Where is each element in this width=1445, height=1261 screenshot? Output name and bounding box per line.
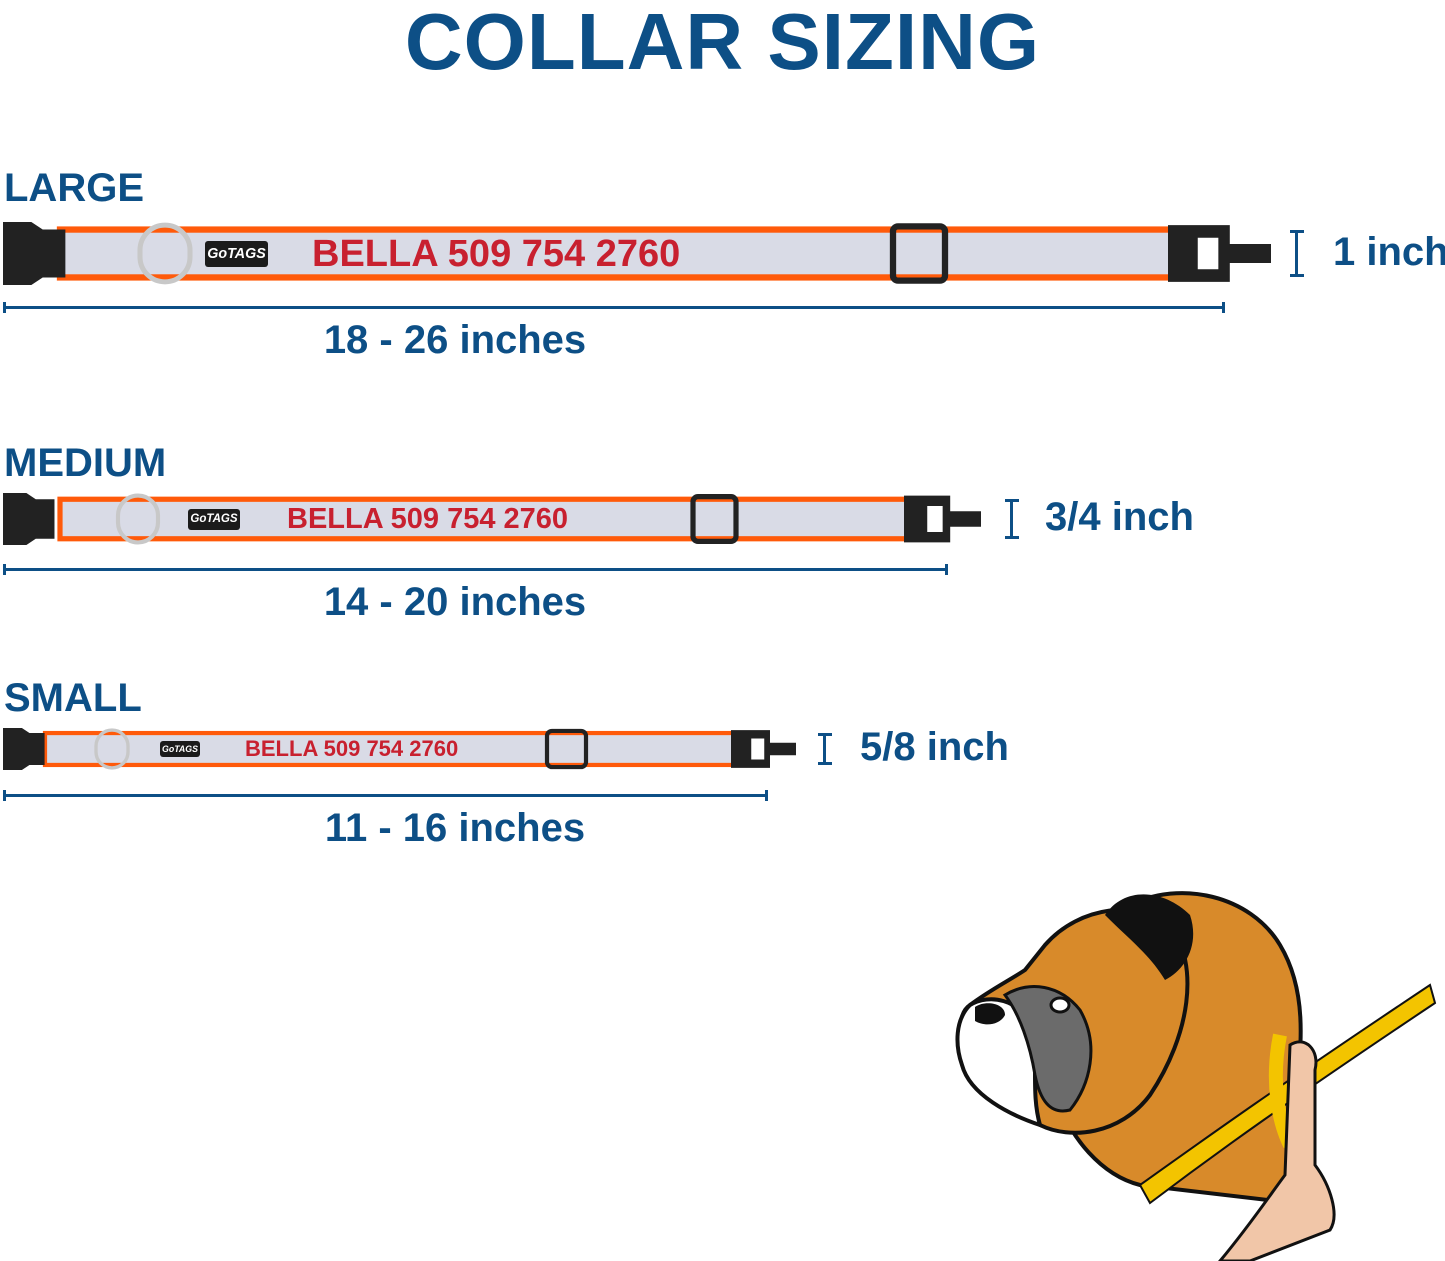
size-name: LARGE bbox=[4, 166, 144, 210]
buckle-female bbox=[2, 493, 55, 545]
slider bbox=[889, 223, 949, 284]
length-range: 14 - 20 inches bbox=[323, 580, 587, 624]
width-label: 3/4 inch bbox=[1045, 495, 1194, 539]
brand-logo: GoTAGS bbox=[160, 741, 200, 757]
buckle-female bbox=[3, 222, 66, 285]
collar-illustration bbox=[2, 493, 981, 545]
slider bbox=[544, 728, 589, 770]
size-name: SMALL bbox=[4, 676, 142, 720]
width-label: 1 inch bbox=[1333, 229, 1445, 274]
slider bbox=[690, 494, 739, 544]
d-ring bbox=[94, 728, 130, 770]
length-measure-line bbox=[3, 564, 948, 575]
buckle-male bbox=[731, 730, 796, 768]
collar-illustration bbox=[3, 222, 1271, 285]
buckle-female bbox=[3, 728, 45, 770]
boxer-dog-measuring-illustration bbox=[955, 891, 1437, 1261]
width-label: 5/8 inch bbox=[860, 725, 1009, 769]
d-ring bbox=[115, 493, 161, 545]
engraving-text: BELLA 509 754 2760 bbox=[287, 502, 569, 535]
length-measure-line bbox=[3, 790, 768, 801]
engraving-text: BELLA 509 754 2760 bbox=[245, 736, 459, 761]
brand-logo: GoTAGS bbox=[188, 508, 240, 530]
width-bracket-icon bbox=[818, 733, 832, 765]
size-name: MEDIUM bbox=[4, 441, 167, 485]
page-title: COLLAR SIZING bbox=[404, 0, 1041, 86]
width-bracket-icon bbox=[1005, 499, 1019, 539]
buckle-male bbox=[904, 495, 981, 543]
length-range: 11 - 16 inches bbox=[324, 806, 586, 850]
brand-logo: GoTAGS bbox=[205, 240, 268, 267]
collar-illustration bbox=[3, 728, 796, 770]
length-range: 18 - 26 inches bbox=[323, 318, 587, 362]
d-ring bbox=[137, 222, 193, 285]
length-measure-line bbox=[3, 302, 1225, 313]
engraving-text: BELLA 509 754 2760 bbox=[312, 232, 681, 275]
width-bracket-icon bbox=[1290, 229, 1304, 278]
buckle-male bbox=[1168, 225, 1271, 282]
